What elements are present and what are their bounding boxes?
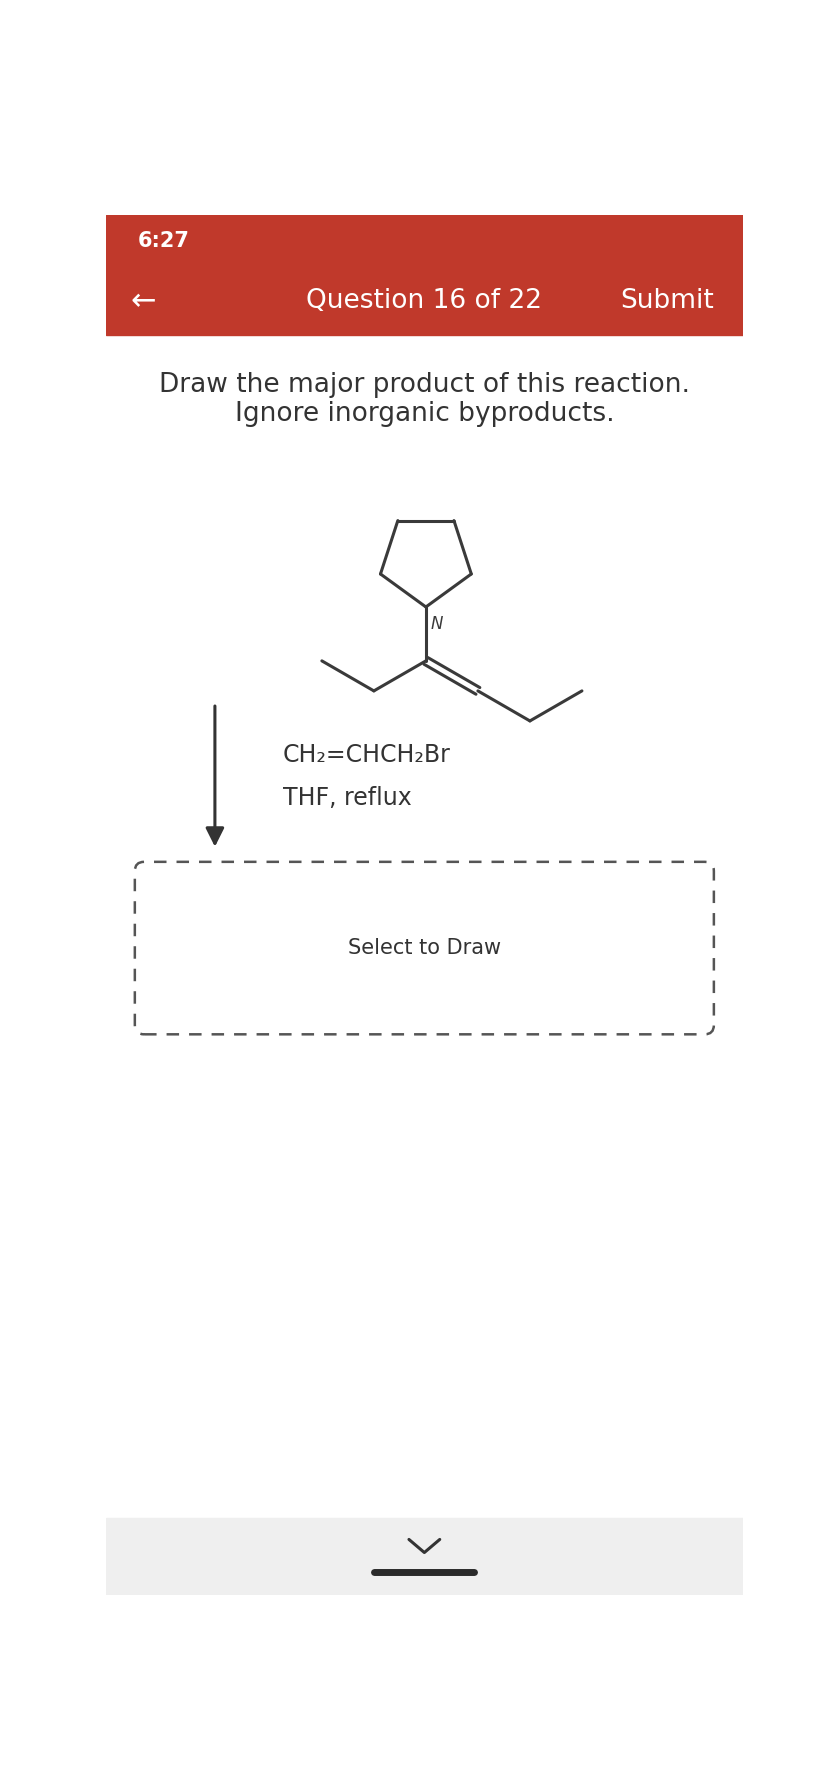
- Text: THF, reflux: THF, reflux: [282, 787, 411, 810]
- Bar: [105, 267, 743, 335]
- FancyBboxPatch shape: [135, 862, 713, 1034]
- Text: 6:27: 6:27: [138, 231, 189, 251]
- Text: Select to Draw: Select to Draw: [347, 937, 500, 959]
- Bar: [105, 215, 743, 267]
- Text: N: N: [430, 615, 442, 633]
- Text: Draw the major product of this reaction.: Draw the major product of this reaction.: [159, 373, 689, 398]
- Text: CH₂=CHCH₂Br: CH₂=CHCH₂Br: [282, 744, 450, 767]
- Text: Question 16 of 22: Question 16 of 22: [306, 289, 542, 314]
- Text: ←: ←: [130, 287, 155, 315]
- Text: Submit: Submit: [619, 289, 713, 314]
- Text: Ignore inorganic byproducts.: Ignore inorganic byproducts.: [234, 401, 614, 426]
- Bar: [105, 1518, 743, 1595]
